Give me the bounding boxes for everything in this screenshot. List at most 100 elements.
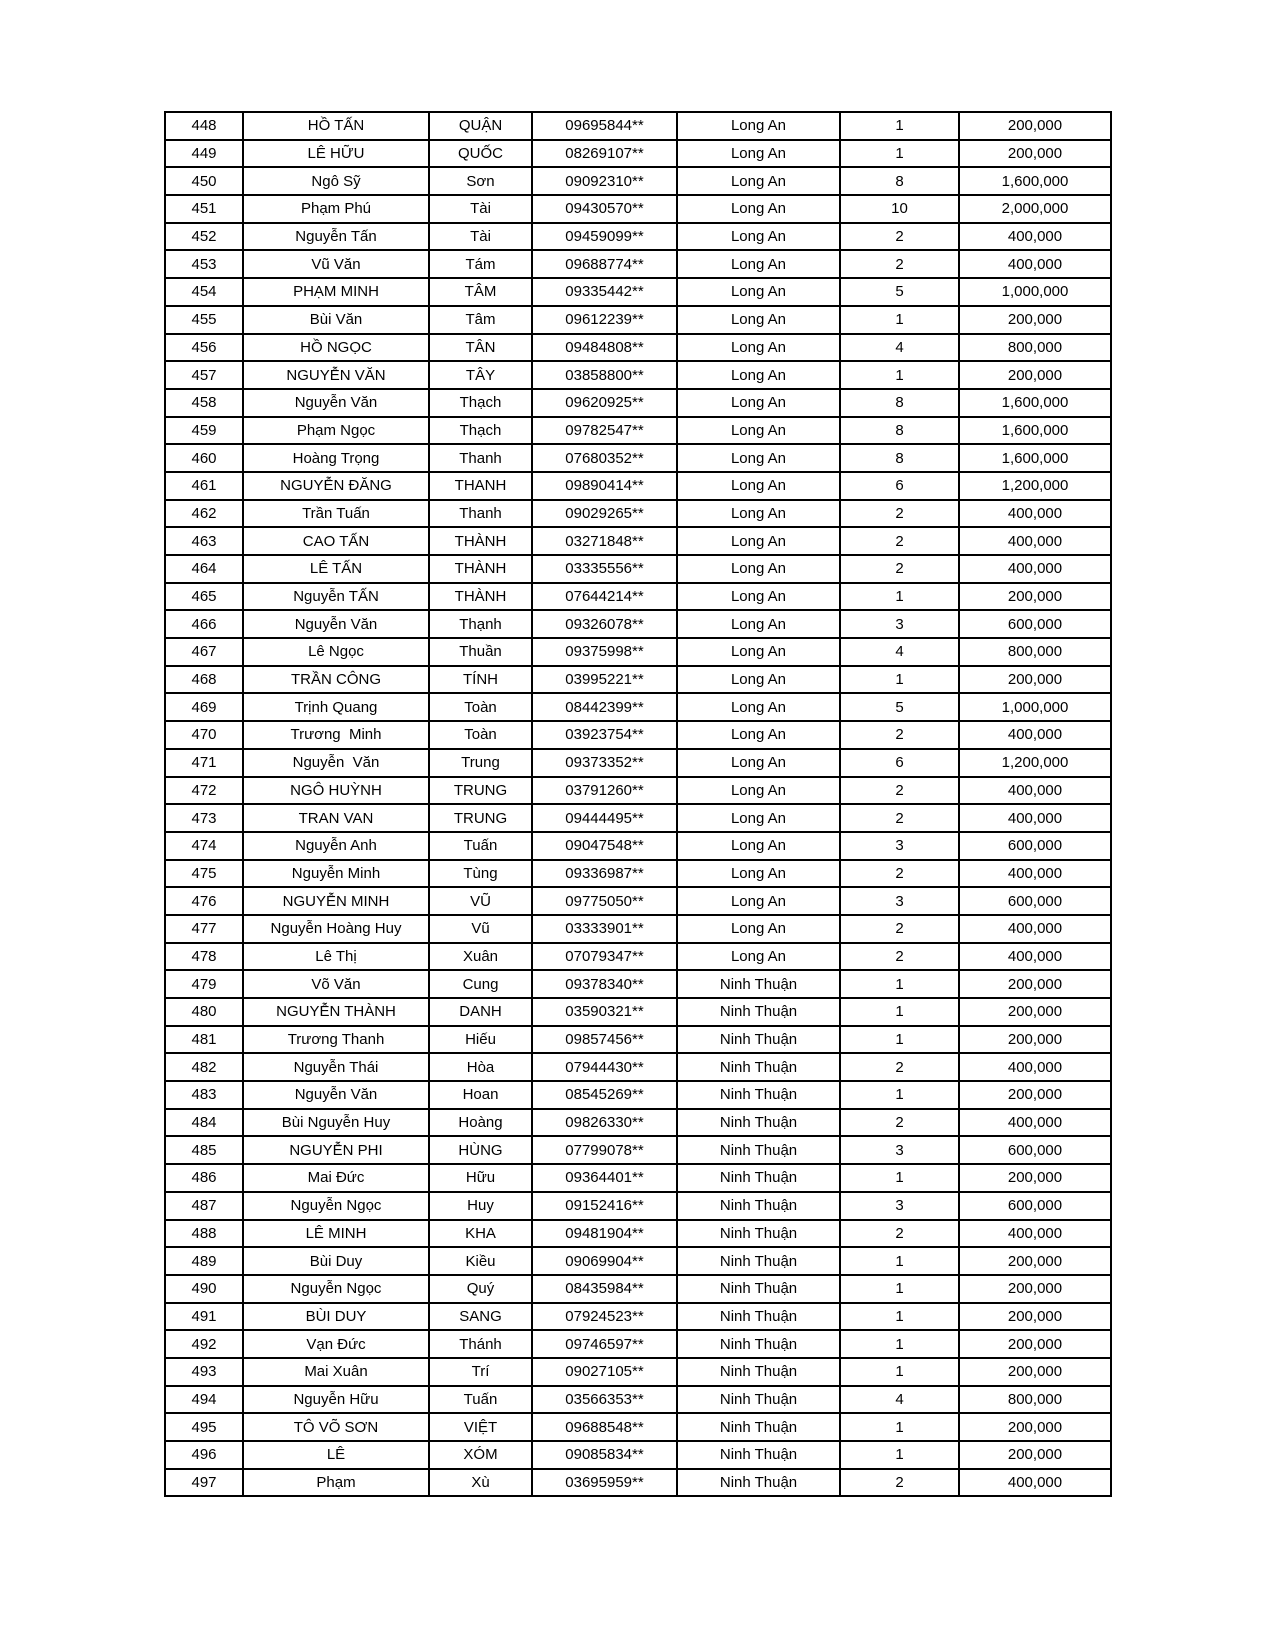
cell-given-name: Thanh (428, 498, 533, 529)
cell-province: Ninh Thuận (676, 1107, 841, 1138)
table-row: 489 Bùi Duy Kiều 09069904** Ninh Thuận 1 200,0… (164, 1246, 1112, 1276)
cell-first-middle-name: NGUYỄN MINH (242, 886, 430, 916)
cell-amount: 600,000 (958, 1190, 1112, 1221)
cell-amount: 400,000 (958, 1107, 1112, 1138)
cell-row-number: 475 (164, 858, 244, 889)
cell-amount: 400,000 (958, 720, 1112, 750)
cell-row-number: 474 (164, 830, 244, 861)
cell-phone: 09688548** (531, 1412, 678, 1442)
cell-phone: 09364401** (531, 1163, 678, 1193)
cell-row-number: 497 (164, 1467, 244, 1498)
cell-row-number: 473 (164, 803, 244, 833)
cell-province: Long An (676, 913, 841, 944)
cell-row-number: 454 (164, 277, 244, 307)
cell-row-number: 494 (164, 1384, 244, 1415)
cell-quantity: 1 (839, 1440, 960, 1470)
cell-first-middle-name: Nguyễn Hữu (242, 1384, 430, 1415)
table-row: 462 Trần Tuấn Thanh 09029265** Long An 2 400,0… (164, 498, 1112, 529)
cell-given-name: Sơn (428, 166, 533, 197)
table-row: 484 Bùi Nguyễn Huy Hoàng 09826330** Ninh Thu… (164, 1107, 1112, 1138)
cell-first-middle-name: Lê Ngọc (242, 637, 430, 667)
cell-province: Ninh Thuận (676, 1440, 841, 1470)
cell-first-middle-name: Bùi Văn (242, 304, 430, 335)
table-row: 465 Nguyễn TẤN THÀNH 07644214** Long An 1 200,… (164, 581, 1112, 612)
cell-given-name: DANH (428, 997, 533, 1027)
cell-row-number: 448 (164, 111, 244, 141)
cell-given-name: Kiều (428, 1246, 533, 1276)
cell-phone: 03858800** (531, 360, 678, 390)
cell-row-number: 467 (164, 637, 244, 667)
table-row: 469 Trịnh Quang Toàn 08442399** Long An 5 1,00… (164, 692, 1112, 723)
cell-phone: 09695844** (531, 111, 678, 141)
cell-quantity: 6 (839, 747, 960, 778)
cell-phone: 09027105** (531, 1356, 678, 1387)
cell-first-middle-name: Nguyễn Tấn (242, 221, 430, 252)
cell-first-middle-name: Nguyễn Minh (242, 858, 430, 889)
cell-given-name: Toàn (428, 720, 533, 750)
cell-given-name: SANG (428, 1301, 533, 1332)
table-row: 497 Phạm Xù 03695959** Ninh Thuận 2 400,000 (164, 1467, 1112, 1498)
cell-phone: 08435984** (531, 1273, 678, 1304)
cell-row-number: 468 (164, 664, 244, 695)
cell-province: Ninh Thuận (676, 1080, 841, 1110)
cell-quantity: 3 (839, 609, 960, 640)
cell-province: Long An (676, 747, 841, 778)
cell-quantity: 1 (839, 111, 960, 141)
cell-phone: 09047548** (531, 830, 678, 861)
cell-row-number: 462 (164, 498, 244, 529)
cell-given-name: Thanh (428, 443, 533, 473)
cell-quantity: 2 (839, 803, 960, 833)
cell-province: Long An (676, 803, 841, 833)
cell-phone: 03923754** (531, 720, 678, 750)
cell-phone: 09775050** (531, 886, 678, 916)
cell-phone: 09746597** (531, 1329, 678, 1359)
cell-amount: 2,000,000 (958, 194, 1112, 224)
table-row: 451 Phạm Phú Tài 09430570** Long An 10 2,000,0… (164, 194, 1112, 224)
table-row: 478 Lê Thị Xuân 07079347** Long An 2 400,000 (164, 941, 1112, 972)
cell-quantity: 10 (839, 194, 960, 224)
cell-amount: 400,000 (958, 221, 1112, 252)
cell-quantity: 2 (839, 221, 960, 252)
cell-phone: 09152416** (531, 1190, 678, 1221)
cell-amount: 200,000 (958, 581, 1112, 612)
cell-first-middle-name: Bùi Nguyễn Huy (242, 1107, 430, 1138)
table-row: 471 Nguyễn Văn Trung 09373352** Long An 6 1,20… (164, 747, 1112, 778)
cell-first-middle-name: Nguyễn Văn (242, 387, 430, 418)
cell-row-number: 470 (164, 720, 244, 750)
cell-row-number: 495 (164, 1412, 244, 1442)
table-row: 474 Nguyễn Anh Tuấn 09047548** Long An 3 600,0… (164, 830, 1112, 861)
table-row: 455 Bùi Văn Tâm 09612239** Long An 1 200,000 (164, 304, 1112, 335)
cell-given-name: Thánh (428, 1329, 533, 1359)
cell-first-middle-name: PHẠM MINH (242, 277, 430, 307)
cell-province: Long An (676, 360, 841, 390)
cell-province: Ninh Thuận (676, 1190, 841, 1221)
table-row: 479 Võ Văn Cung 09378340** Ninh Thuận 1 200,00… (164, 969, 1112, 999)
table-row: 457 NGUYỄN VĂN TÂY 03858800** Long An 1 200,00… (164, 360, 1112, 390)
cell-quantity: 2 (839, 858, 960, 889)
table-row: 476 NGUYỄN MINH VŨ 09775050** Long An 3 600,00… (164, 886, 1112, 916)
table-row: 463 CAO TẤN THÀNH 03271848** Long An 2 400,000 (164, 526, 1112, 556)
cell-quantity: 8 (839, 387, 960, 418)
cell-given-name: Trung (428, 747, 533, 778)
cell-given-name: Trí (428, 1356, 533, 1387)
cell-amount: 800,000 (958, 637, 1112, 667)
cell-province: Long An (676, 277, 841, 307)
cell-province: Long An (676, 138, 841, 169)
donor-table-container: 448 HỒ TẤN QUẬN 09695844** Long An 1 200,000 44… (164, 111, 1112, 1498)
cell-province: Long An (676, 221, 841, 252)
table-row: 482 Nguyễn Thái Hòa 07944430** Ninh Thuận 2 40… (164, 1052, 1112, 1083)
cell-row-number: 465 (164, 581, 244, 612)
cell-province: Long An (676, 581, 841, 612)
cell-amount: 200,000 (958, 1356, 1112, 1387)
cell-amount: 800,000 (958, 1384, 1112, 1415)
cell-amount: 1,600,000 (958, 166, 1112, 197)
cell-given-name: VIỆT (428, 1412, 533, 1442)
cell-given-name: Thuần (428, 637, 533, 667)
cell-province: Ninh Thuận (676, 1301, 841, 1332)
cell-row-number: 476 (164, 886, 244, 916)
table-row: 460 Hoàng Trọng Thanh 07680352** Long An 8 1,6… (164, 443, 1112, 473)
cell-amount: 200,000 (958, 1163, 1112, 1193)
table-row: 454 PHẠM MINH TÂM 09335442** Long An 5 1,000,0… (164, 277, 1112, 307)
cell-first-middle-name: Nguyễn Văn (242, 747, 430, 778)
